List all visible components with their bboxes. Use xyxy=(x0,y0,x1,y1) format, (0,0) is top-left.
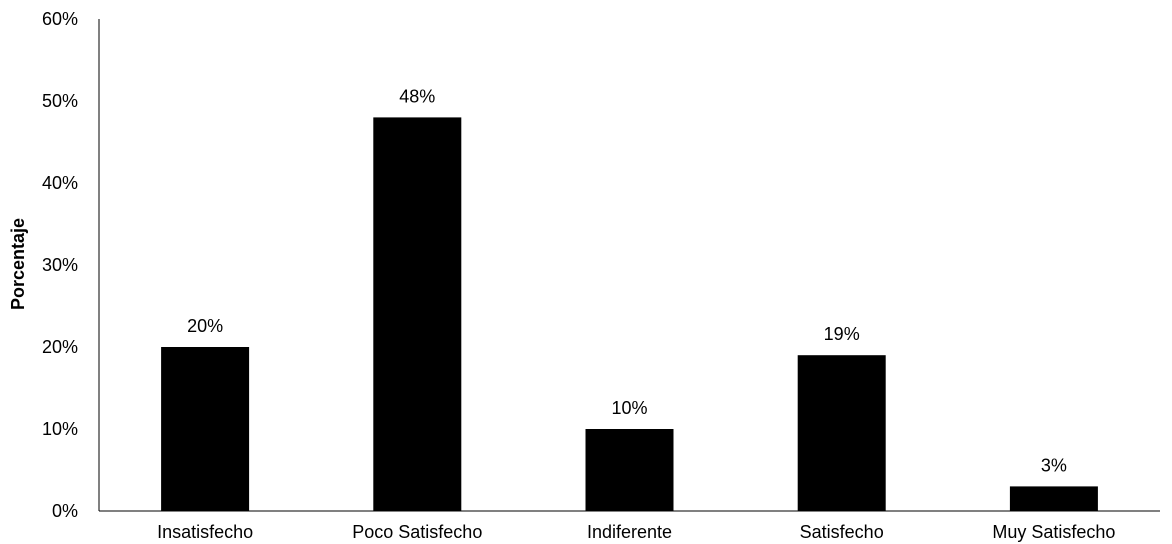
y-tick-label: 30% xyxy=(42,255,78,275)
data-labels-group: 20% 48% 10% 19% 3% xyxy=(187,86,1067,475)
y-tick-label: 0% xyxy=(52,501,78,521)
y-tick-label: 40% xyxy=(42,173,78,193)
axes-group xyxy=(98,19,1160,512)
bar xyxy=(1009,486,1098,511)
bar xyxy=(373,117,462,512)
data-label: 48% xyxy=(399,86,435,106)
category-labels-group: Insatisfecho Poco Satisfecho Indiferente Sa… xyxy=(157,522,1115,542)
y-tick-label: 10% xyxy=(42,419,78,439)
x-category-label: Poco Satisfecho xyxy=(352,522,482,542)
data-label: 10% xyxy=(611,398,647,418)
x-category-label: Satisfecho xyxy=(800,522,884,542)
x-category-label: Muy Satisfecho xyxy=(992,522,1115,542)
bar xyxy=(585,429,674,511)
x-category-label: Indiferente xyxy=(587,522,672,542)
data-label: 3% xyxy=(1041,455,1067,475)
data-label: 19% xyxy=(824,324,860,344)
data-label: 20% xyxy=(187,316,223,336)
y-axis-title: Porcentaje xyxy=(8,218,28,310)
y-tick-label: 60% xyxy=(42,9,78,29)
y-axis-ticks: 0% 10% 20% 30% 40% 50% 60% xyxy=(42,9,78,521)
x-category-label: Insatisfecho xyxy=(157,522,253,542)
bar xyxy=(161,347,250,511)
bar xyxy=(797,355,886,511)
bars-group xyxy=(161,117,1098,512)
y-tick-label: 50% xyxy=(42,91,78,111)
y-tick-label: 20% xyxy=(42,337,78,357)
